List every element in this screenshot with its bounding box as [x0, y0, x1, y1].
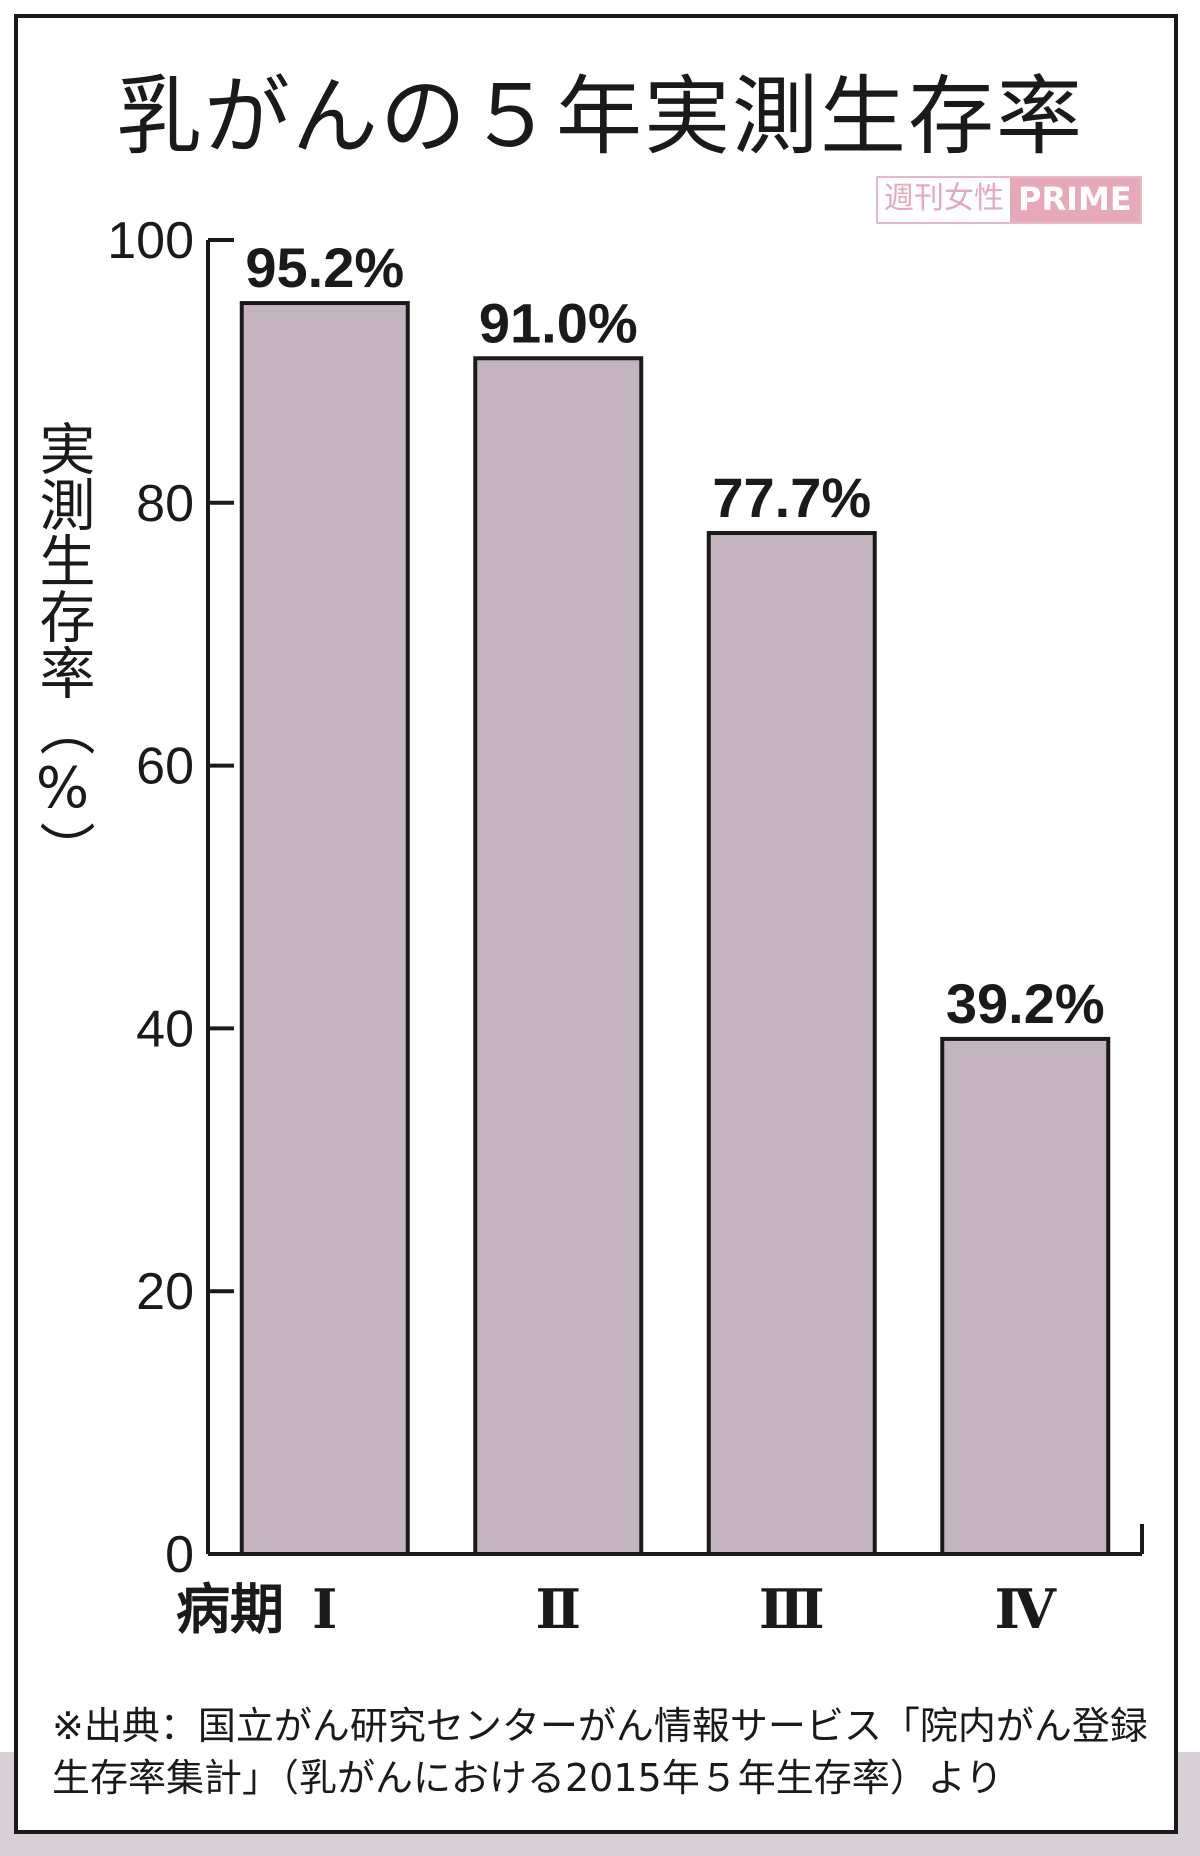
y-tick-label: 100 [107, 212, 194, 270]
watermark-left-text: 週刊女性 [878, 178, 1010, 222]
bar [940, 1036, 1111, 1556]
watermark-right-text: PRIME [1010, 178, 1140, 222]
bar [239, 301, 410, 1556]
publisher-watermark: 週刊女性 PRIME [876, 176, 1142, 224]
y-tick-label: 60 [136, 738, 194, 796]
y-tick-label: 40 [136, 1000, 194, 1058]
source-note: ※出典：国立がん研究センターがん情報サービス「院内がん登録生存率集計」（乳がんに… [52, 1704, 1148, 1800]
y-tick-label: 80 [136, 475, 194, 533]
x-tick-label: Ⅲ [759, 1577, 825, 1641]
y-tick-label: 20 [136, 1263, 194, 1321]
y-axis-label: 実測生存率（%） [30, 420, 95, 877]
bar [473, 356, 644, 1556]
bar-data-label: 77.7% [712, 466, 871, 529]
x-axis-label: 病期 [176, 1578, 284, 1641]
y-tick-label: 0 [165, 1526, 194, 1584]
chart-title: 乳がんの５年実測生存率 [116, 67, 1084, 167]
bar-data-label: 39.2% [946, 972, 1105, 1035]
bar-data-label: 91.0% [479, 291, 638, 354]
x-tick-label: Ⅱ [535, 1577, 581, 1641]
x-tick-label: Ⅰ [312, 1577, 337, 1641]
bar-chart: 0 20 40 60 80 100 95.2% Ⅰ 91.0% Ⅱ 77.7% Ⅲ 39.2% Ⅳ 病期 [107, 212, 1144, 1641]
bar [706, 531, 877, 1556]
x-tick-label: Ⅳ [995, 1577, 1058, 1641]
bar-data-label: 95.2% [245, 236, 404, 299]
